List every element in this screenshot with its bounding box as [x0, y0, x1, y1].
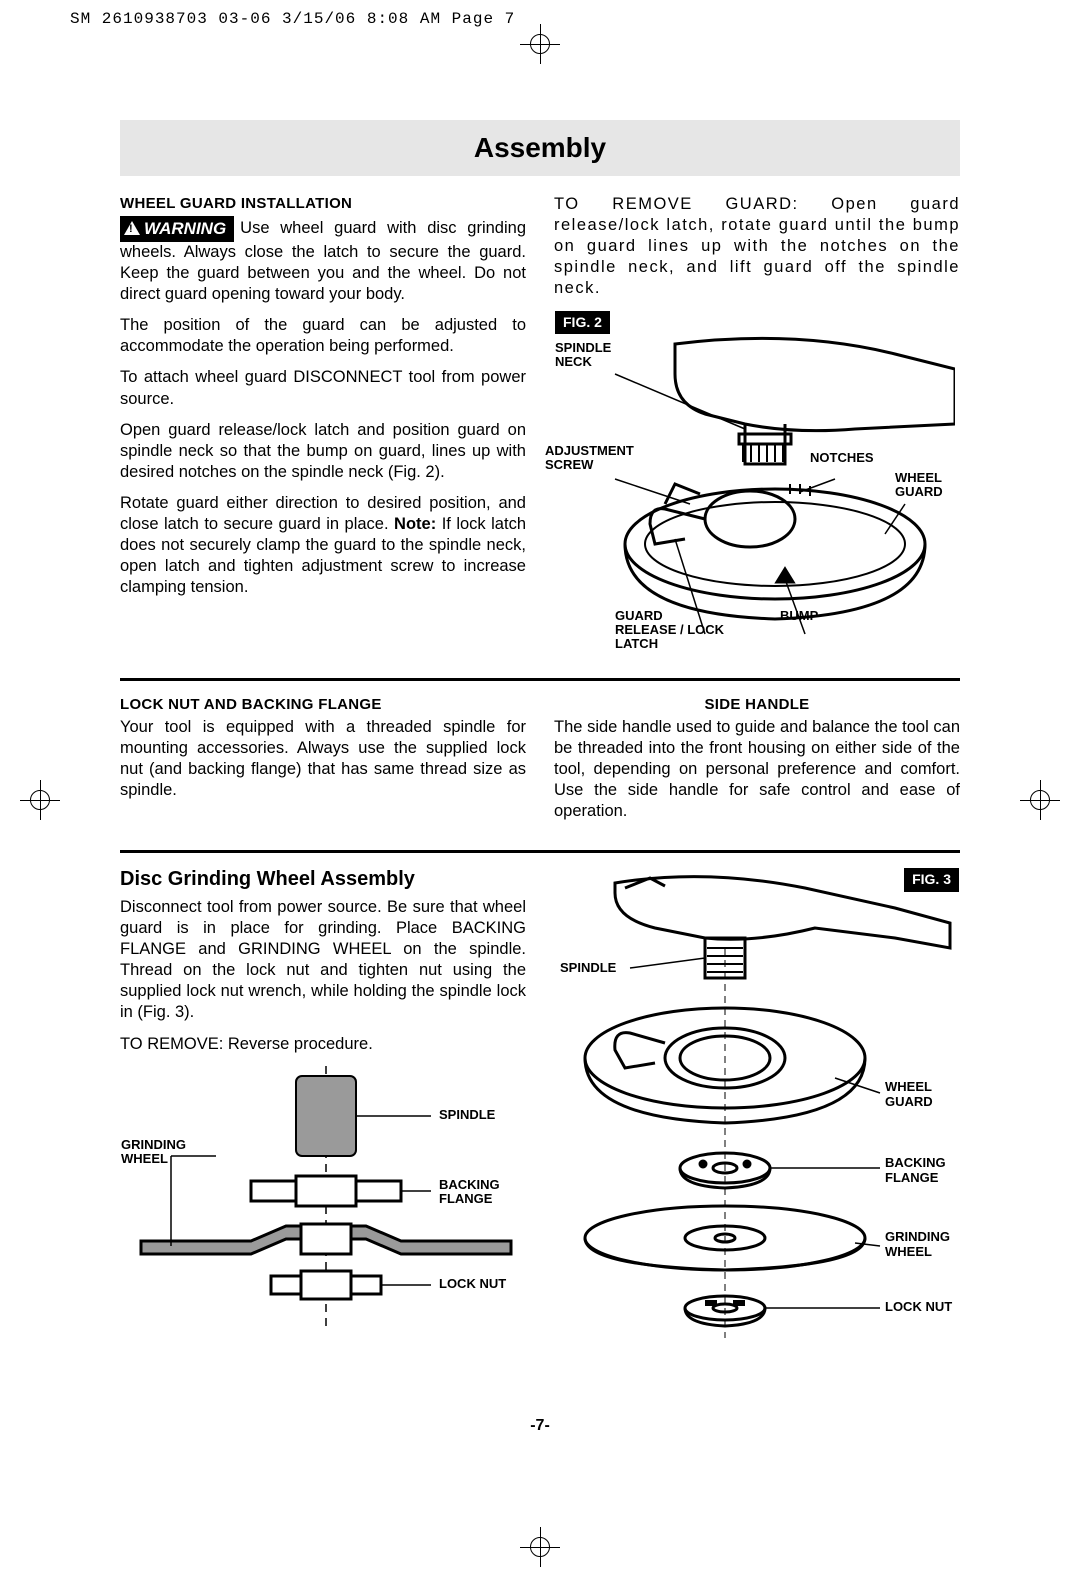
page-title: Assembly: [120, 120, 960, 176]
divider-2: [120, 850, 960, 853]
crop-mark-left: [20, 780, 60, 820]
figure-2: FIG. 2: [554, 310, 960, 660]
callout-adjustment-screw: ADJUSTMENT SCREW: [545, 444, 634, 473]
callout-cs-grinding-wheel: GRINDING WHEEL: [121, 1138, 186, 1167]
page-content: Assembly WHEEL GUARD INSTALLATION WARNIN…: [120, 120, 960, 1435]
warning-label: WARNING: [144, 219, 226, 238]
callout-cs-lock-nut: LOCK NUT: [439, 1277, 506, 1291]
crop-mark-bottom: [520, 1527, 560, 1567]
col-right-3: FIG. 3: [554, 867, 960, 1404]
fig3-label: FIG. 3: [904, 868, 959, 892]
col-left-3: Disc Grinding Wheel Assembly Disconnect …: [120, 867, 526, 1404]
divider-1: [120, 678, 960, 681]
section-disc-grinding: Disc Grinding Wheel Assembly Disconnect …: [120, 867, 960, 1404]
callout-spindle-neck: SPINDLE NECK: [555, 341, 611, 370]
callout-guard-release: GUARD RELEASE / LOCK LATCH: [615, 609, 724, 652]
warning-badge: WARNING: [120, 216, 234, 242]
p-disconnect: To attach wheel guard DISCONNECT tool fr…: [120, 367, 526, 409]
callout-notches: NOTCHES: [810, 451, 874, 465]
p-side-handle: The side handle used to guide and balanc…: [554, 717, 960, 823]
p-open-latch: Open guard release/lock latch and positi…: [120, 420, 526, 483]
callout-cs-backing-flange: BACKING FLANGE: [439, 1178, 500, 1207]
callout-f3-backing-flange: BACKING FLANGE: [885, 1156, 946, 1185]
fig2-label: FIG. 2: [555, 311, 610, 335]
col-left: WHEEL GUARD INSTALLATION WARNINGUse whee…: [120, 194, 526, 660]
callout-cs-spindle: SPINDLE: [439, 1108, 495, 1122]
callout-f3-spindle: SPINDLE: [560, 961, 616, 975]
callout-wheel-guard: WHEEL GUARD: [895, 471, 943, 500]
callout-f3-lock-nut: LOCK NUT: [885, 1300, 952, 1314]
heading-locknut: LOCK NUT AND BACKING FLANGE: [120, 695, 526, 714]
callout-bump: BUMP: [780, 609, 818, 623]
heading-wheel-guard-installation: WHEEL GUARD INSTALLATION: [120, 194, 526, 213]
section-locknut-sidehandle: LOCK NUT AND BACKING FLANGE Your tool is…: [120, 695, 960, 833]
p-disc-1: Disconnect tool from power source. Be su…: [120, 897, 526, 1024]
page-number: -7-: [120, 1417, 960, 1435]
p-remove-guard: TO REMOVE GUARD: Open guard release/lock…: [554, 194, 960, 300]
p-locknut: Your tool is equipped with a threaded sp…: [120, 717, 526, 801]
callout-f3-grinding-wheel: GRINDING WHEEL: [885, 1230, 950, 1259]
figure-cross-section: SPINDLE GRINDING WHEEL BACKING FLANGE LO…: [120, 1065, 526, 1405]
section-wheel-guard: WHEEL GUARD INSTALLATION WARNINGUse whee…: [120, 194, 960, 660]
crop-mark-right: [1020, 780, 1060, 820]
p5-note: Note:: [394, 515, 436, 533]
heading-disc-grinding: Disc Grinding Wheel Assembly: [120, 867, 526, 893]
col-right-2: SIDE HANDLE The side handle used to guid…: [554, 695, 960, 833]
col-right: TO REMOVE GUARD: Open guard release/lock…: [554, 194, 960, 660]
print-header: SM 2610938703 03-06 3/15/06 8:08 AM Page…: [70, 10, 515, 28]
p-guard-adjust: The position of the guard can be adjuste…: [120, 315, 526, 357]
p-rotate-guard: Rotate guard either direction to desired…: [120, 493, 526, 599]
callout-f3-wheel-guard: WHEEL GUARD: [885, 1080, 933, 1109]
warning-paragraph: WARNINGUse wheel guard with disc grindin…: [120, 216, 526, 305]
warning-icon: [124, 221, 140, 235]
crop-mark-top: [520, 24, 560, 64]
p-disc-remove: TO REMOVE: Reverse procedure.: [120, 1034, 526, 1055]
col-left-2: LOCK NUT AND BACKING FLANGE Your tool is…: [120, 695, 526, 833]
heading-side-handle: SIDE HANDLE: [554, 695, 960, 714]
figure-3: FIG. 3: [554, 867, 960, 1347]
